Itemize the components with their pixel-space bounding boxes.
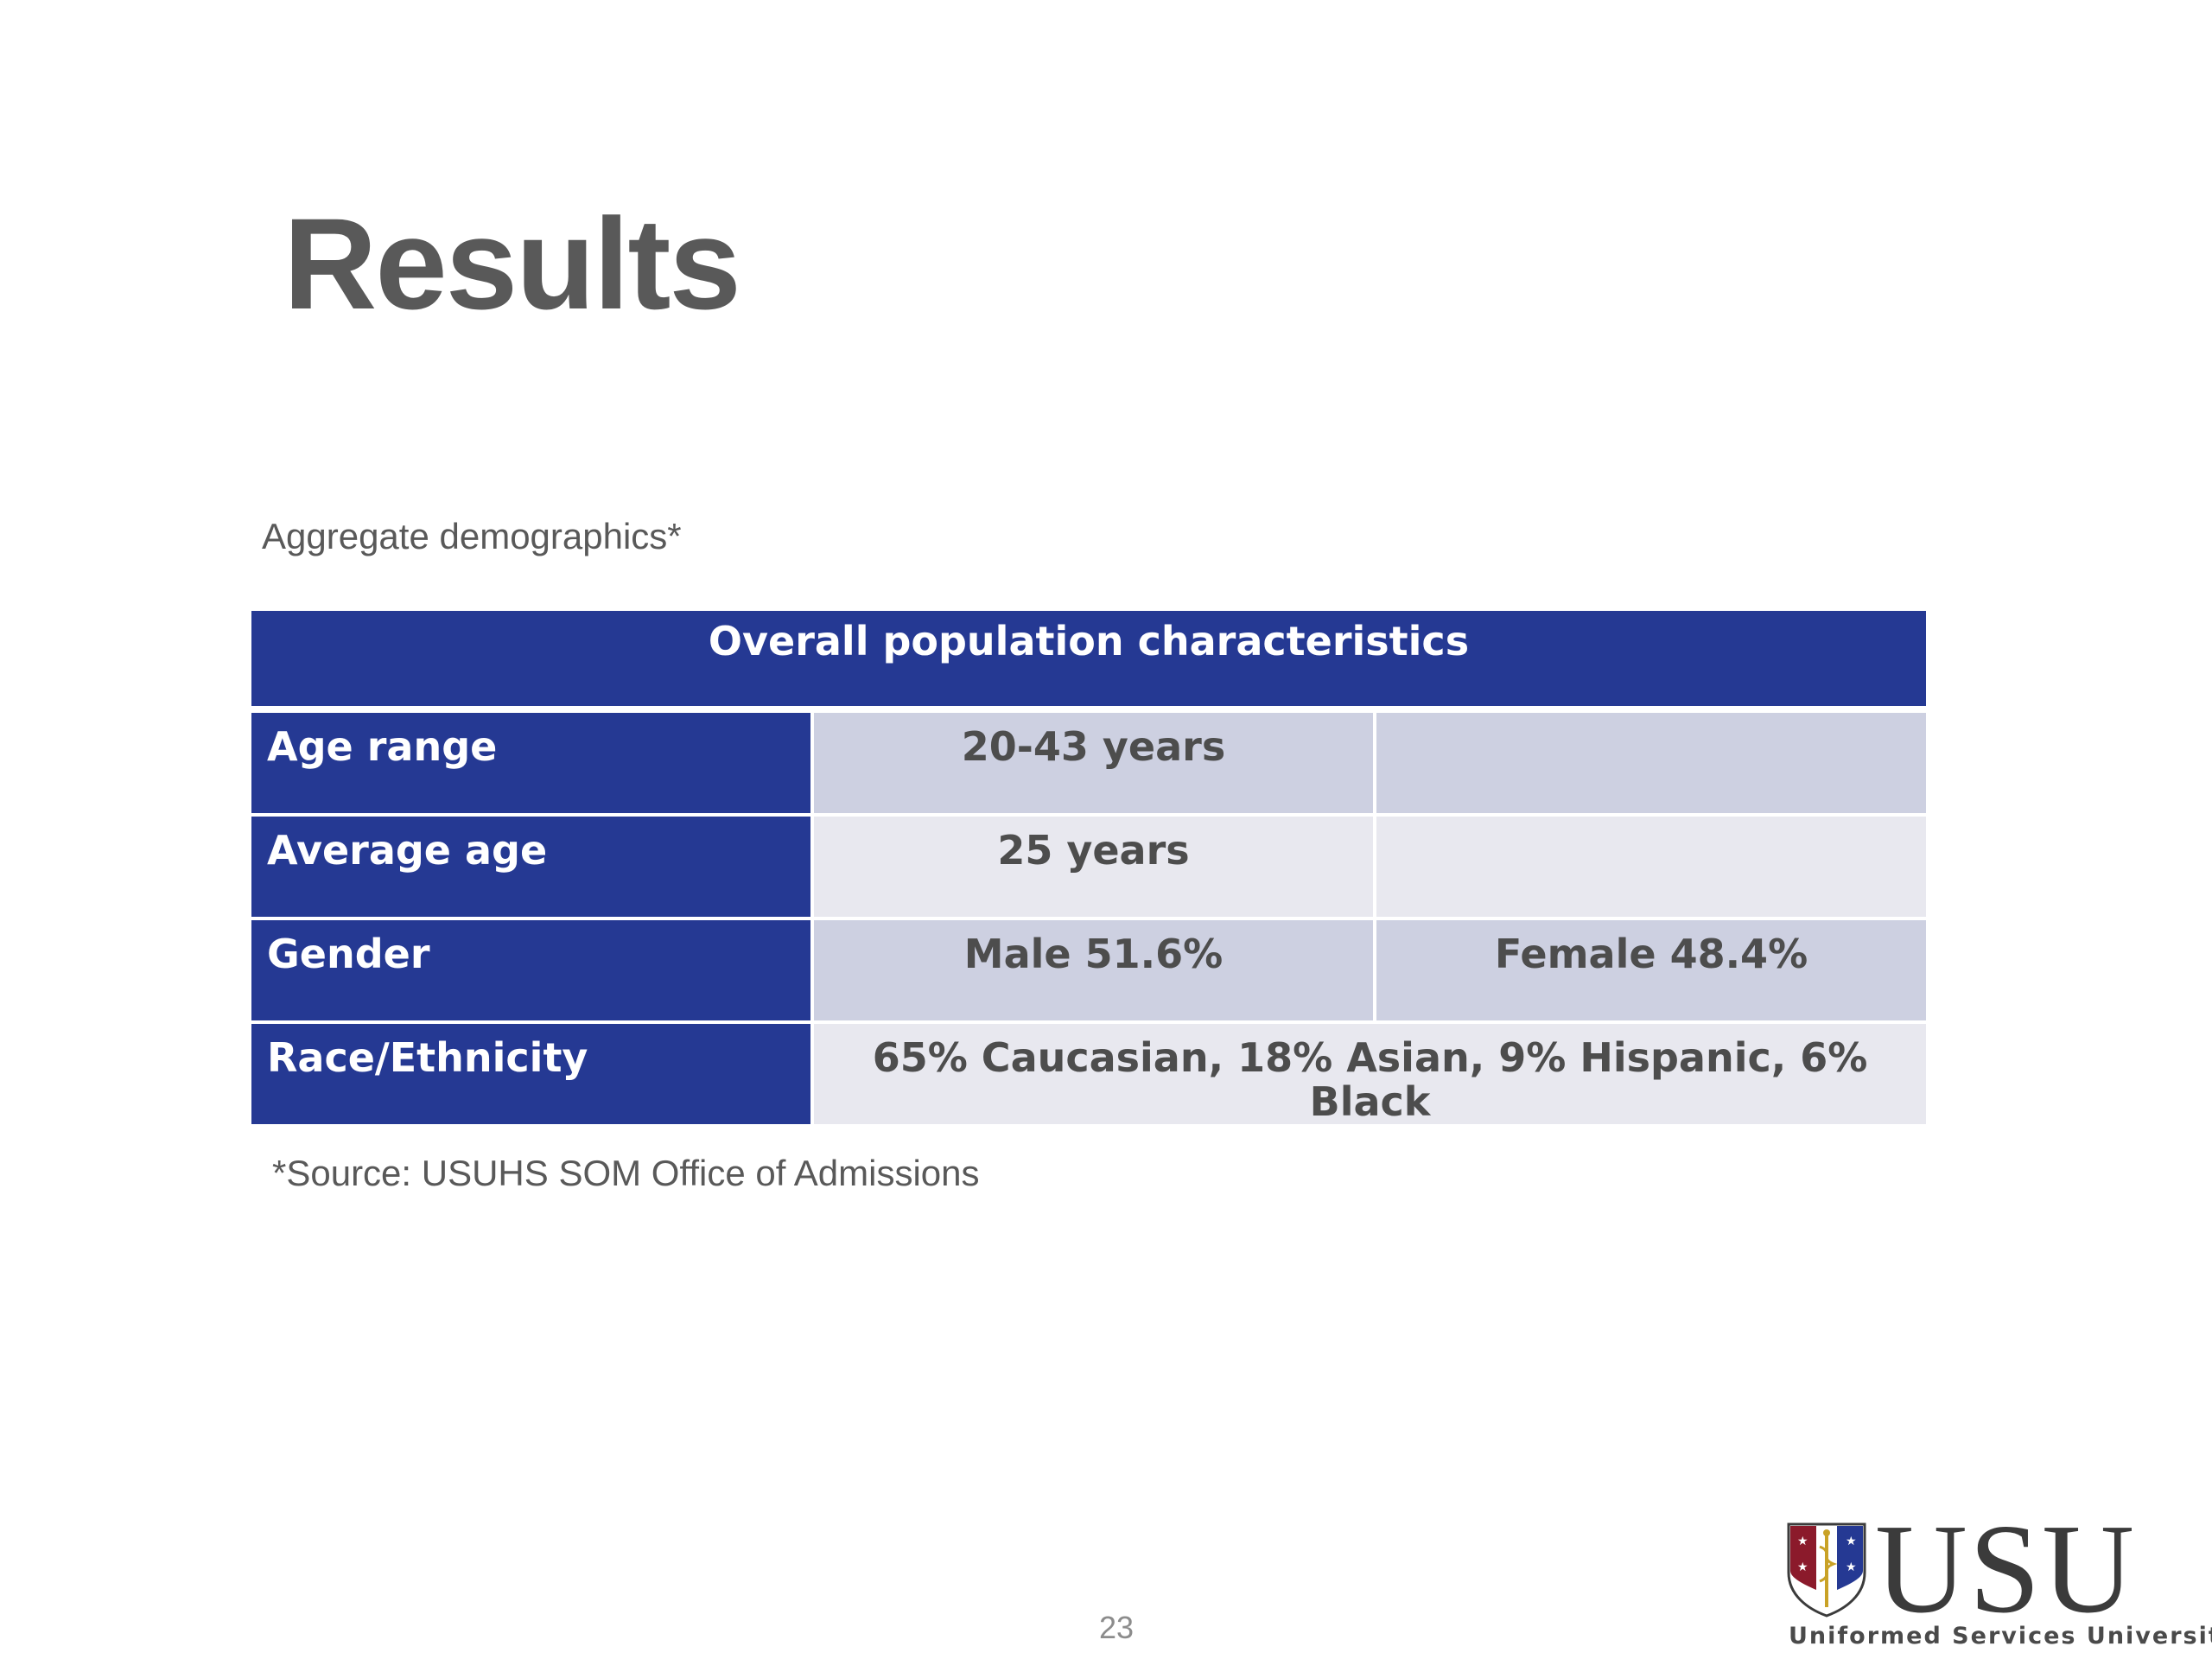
gender-male-value: Male 51.6%: [814, 920, 1376, 1024]
demographics-table: Overall population characteristics Age r…: [251, 611, 1927, 1128]
svg-text:★: ★: [1846, 1560, 1857, 1574]
svg-text:★: ★: [1846, 1535, 1857, 1548]
row-label-race-ethnicity: Race/Ethnicity: [251, 1024, 814, 1128]
page-number: 23: [1099, 1610, 1135, 1645]
svg-text:★: ★: [1797, 1560, 1808, 1574]
slide-subtitle: Aggregate demographics*: [262, 516, 682, 556]
gender-female-value: Female 48.4%: [1376, 920, 1927, 1024]
row-label-age-range: Age range: [251, 713, 814, 817]
age-range-value: 20-43 years: [814, 713, 1376, 817]
average-age-value: 25 years: [814, 817, 1376, 920]
svg-text:★: ★: [1797, 1535, 1808, 1548]
table-row: Gender Male 51.6% Female 48.4%: [251, 920, 1927, 1024]
shield-icon: ★ ★ ★ ★: [1787, 1522, 1866, 1618]
row-label-average-age: Average age: [251, 817, 814, 920]
table-row: Age range 20-43 years: [251, 713, 1927, 817]
table-header: Overall population characteristics: [251, 611, 1927, 713]
table-row: Race/Ethnicity 65% Caucasian, 18% Asian,…: [251, 1024, 1927, 1128]
average-age-empty-cell: [1376, 817, 1927, 920]
table-row: Average age 25 years: [251, 817, 1927, 920]
row-label-gender: Gender: [251, 920, 814, 1024]
usu-caption: Uniformed Services University: [1789, 1623, 2212, 1649]
race-ethnicity-value: 65% Caucasian, 18% Asian, 9% Hispanic, 6…: [814, 1024, 1927, 1128]
usu-wordmark: USU: [1875, 1498, 2137, 1640]
age-range-empty-cell: [1376, 713, 1927, 817]
usu-logo: ★ ★ ★ ★ USU Uniformed Services Universit…: [1785, 1505, 2212, 1652]
slide-title: Results: [283, 191, 741, 336]
source-note: *Source: USUHS SOM Office of Admissions: [272, 1153, 980, 1193]
